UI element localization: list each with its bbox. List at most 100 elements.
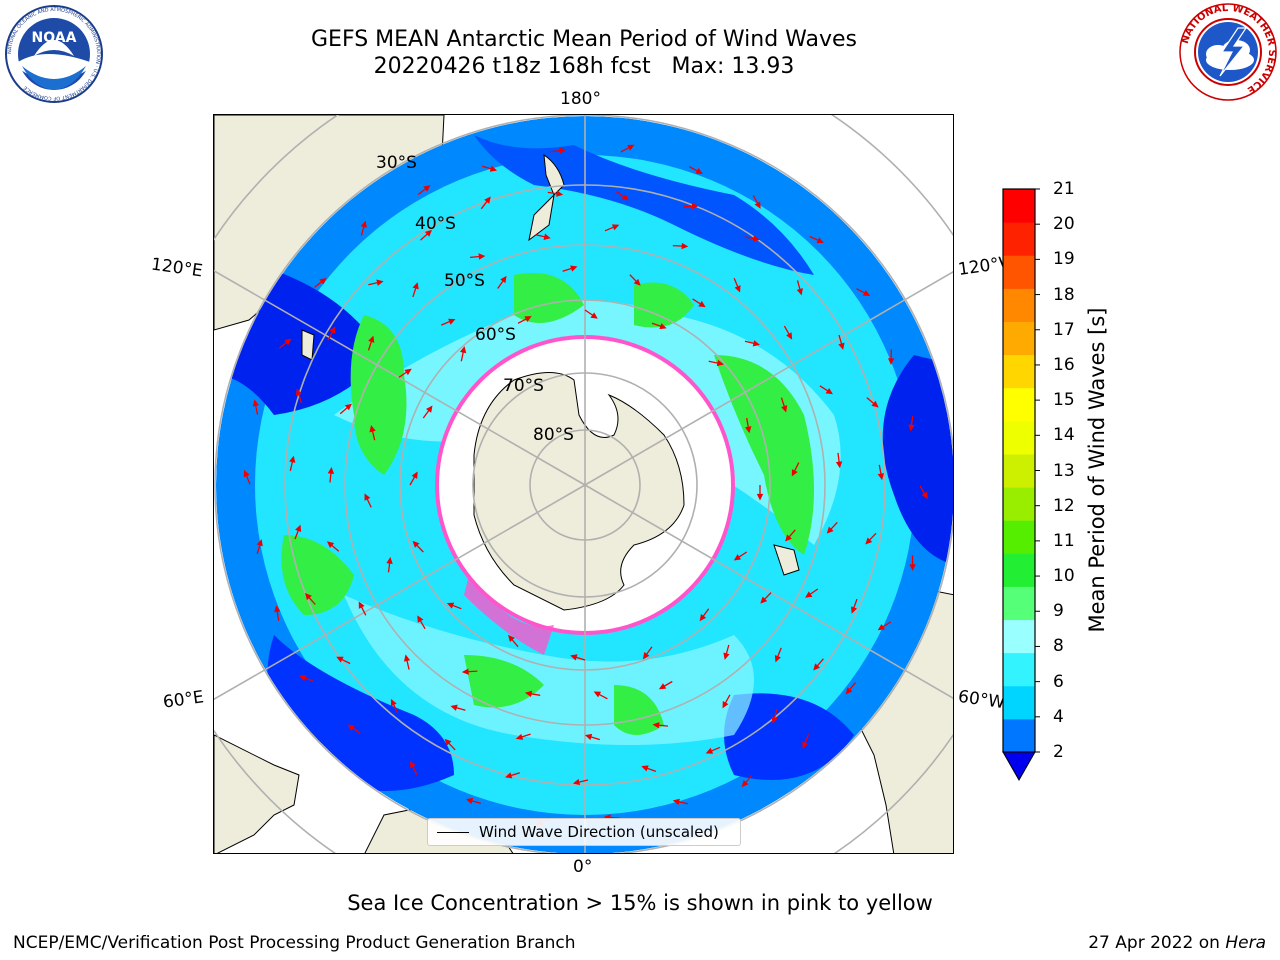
colorbar-tick-label: 14 — [1053, 425, 1075, 446]
wind-wave-arrowhead — [771, 716, 778, 725]
wind-wave-arrowhead — [305, 592, 312, 601]
wind-wave-arrowhead — [825, 387, 833, 395]
wind-wave-arrowhead — [621, 193, 630, 201]
nws-logo: NATIONAL WEATHER SERVICE — [1179, 3, 1277, 101]
wind-wave-arrowhead — [360, 220, 367, 228]
wind-wave-arrowhead — [865, 537, 873, 545]
footer-host: Hera — [1225, 933, 1266, 953]
wind-wave-arrowhead — [877, 623, 886, 631]
lat-label-60s: 60°S — [475, 325, 516, 345]
wind-wave-arrowhead — [489, 165, 498, 172]
wind-wave-arrowhead — [785, 534, 792, 542]
wind-wave-arrowhead — [850, 606, 857, 614]
wind-wave-arrowhead — [344, 403, 352, 411]
wind-wave-arrowhead — [368, 335, 375, 343]
wind-wave-arrowhead — [327, 467, 335, 474]
wind-wave-arrowhead — [424, 229, 433, 237]
map-legend: Wind Wave Direction (unscaled) — [427, 818, 741, 846]
lon-label-0: 0° — [573, 857, 593, 877]
wind-wave-arrowhead — [611, 224, 620, 231]
wind-wave-arrows — [243, 144, 928, 826]
wind-wave-arrowhead — [584, 733, 593, 741]
wind-wave-arrowhead — [699, 613, 707, 622]
wind-wave-arrowhead — [508, 634, 515, 642]
colorbar-segment — [1003, 453, 1035, 488]
longitude-grid — [214, 115, 953, 853]
wind-wave-arrowhead — [412, 282, 419, 290]
wind-wave-arrowhead — [756, 493, 764, 501]
sea-ice-caption: Sea Ice Concentration > 15% is shown in … — [347, 891, 933, 915]
colorbar-tick-label: 13 — [1053, 460, 1075, 481]
wind-wave-arrowhead — [256, 539, 263, 547]
wind-wave-arrowhead — [741, 780, 749, 788]
wind-wave-arrowhead — [412, 540, 420, 548]
colorbar-tick-label: 12 — [1053, 495, 1075, 516]
wind-wave-arrowhead — [295, 524, 302, 532]
colorbar — [1002, 188, 1040, 782]
wind-wave-arrowhead — [909, 564, 916, 571]
colorbar-segment — [1003, 619, 1035, 654]
wind-wave-arrowhead — [369, 425, 376, 433]
wind-wave-arrowhead — [781, 405, 788, 413]
map-title: GEFS MEAN Antarctic Mean Period of Wind … — [311, 27, 857, 52]
legend-label: Wind Wave Direction (unscaled) — [479, 823, 719, 841]
colorbar-tick-label: 6 — [1053, 671, 1064, 692]
wind-wave-arrowhead — [754, 201, 761, 209]
wind-wave-arrowhead — [556, 190, 564, 197]
colorbar-segment — [1003, 718, 1035, 753]
wind-wave-arrowhead — [691, 202, 699, 210]
wind-wave-arrowhead — [658, 683, 667, 690]
wind-wave-arrowhead — [329, 326, 336, 334]
lat-label-30s: 30°S — [376, 153, 417, 173]
map-panel — [213, 114, 954, 854]
wind-wave-arrowhead — [289, 455, 296, 463]
wind-wave-arrowhead — [805, 591, 813, 598]
colorbar-tick-label: 20 — [1053, 214, 1075, 235]
colorbar-segment — [1003, 288, 1035, 322]
colorbar-segment — [1003, 354, 1035, 389]
wind-wave-arrowhead — [390, 698, 397, 707]
wind-wave-arrowhead — [845, 687, 853, 695]
wind-wave-arrowhead — [642, 651, 650, 660]
colorbar-segment — [1003, 520, 1035, 554]
wind-wave-arrowhead — [500, 275, 507, 284]
wind-wave-arrowhead — [921, 491, 928, 500]
colorbar-tick-label: 4 — [1053, 706, 1064, 727]
wind-wave-arrowhead — [410, 760, 416, 769]
footer-date: 27 Apr 2022 on Hera — [1088, 933, 1266, 953]
wind-wave-arrowhead — [403, 654, 411, 662]
wind-wave-arrowhead — [461, 668, 469, 675]
polar-map — [214, 115, 953, 853]
lat-label-80s: 80°S — [533, 425, 574, 445]
wind-wave-arrowhead — [716, 359, 724, 367]
wind-wave-arrowhead — [299, 675, 307, 681]
wind-wave-arrowhead — [376, 279, 384, 286]
wind-wave-arrowhead — [752, 235, 760, 242]
lat-label-50s: 50°S — [444, 271, 485, 291]
wind-wave-arrowhead — [672, 798, 680, 805]
wind-wave-arrowhead — [871, 400, 879, 408]
wind-wave-arrowhead — [243, 469, 250, 478]
wind-wave-arrowhead — [722, 701, 729, 709]
colorbar-segment — [1003, 189, 1035, 223]
colorbar-segment — [1003, 420, 1035, 455]
wind-wave-arrowhead — [659, 323, 667, 330]
wind-wave-arrowhead — [786, 332, 793, 340]
colorbar-segment — [1003, 652, 1035, 687]
colorbar-segment — [1003, 685, 1035, 720]
wind-wave-arrowhead — [386, 556, 393, 564]
wind-wave-arrowhead — [887, 358, 895, 365]
wind-wave-arrowhead — [347, 724, 355, 731]
colorbar-tick-label: 18 — [1053, 284, 1075, 305]
lon-label-180: 180° — [560, 89, 601, 109]
wind-wave-arrowhead — [295, 388, 302, 396]
map-subtitle: 20220426 t18z 168h fcst Max: 13.93 — [373, 54, 795, 79]
wind-wave-arrowhead — [681, 242, 689, 250]
wind-wave-arrowhead — [572, 778, 581, 786]
wind-wave-arrowhead — [448, 318, 456, 325]
colorbar-segment — [1003, 487, 1035, 521]
wind-wave-arrowhead — [633, 278, 641, 286]
wind-wave-arrowhead — [417, 615, 424, 623]
wind-wave-arrowhead — [862, 289, 871, 296]
colorbar-segment — [1003, 222, 1035, 256]
